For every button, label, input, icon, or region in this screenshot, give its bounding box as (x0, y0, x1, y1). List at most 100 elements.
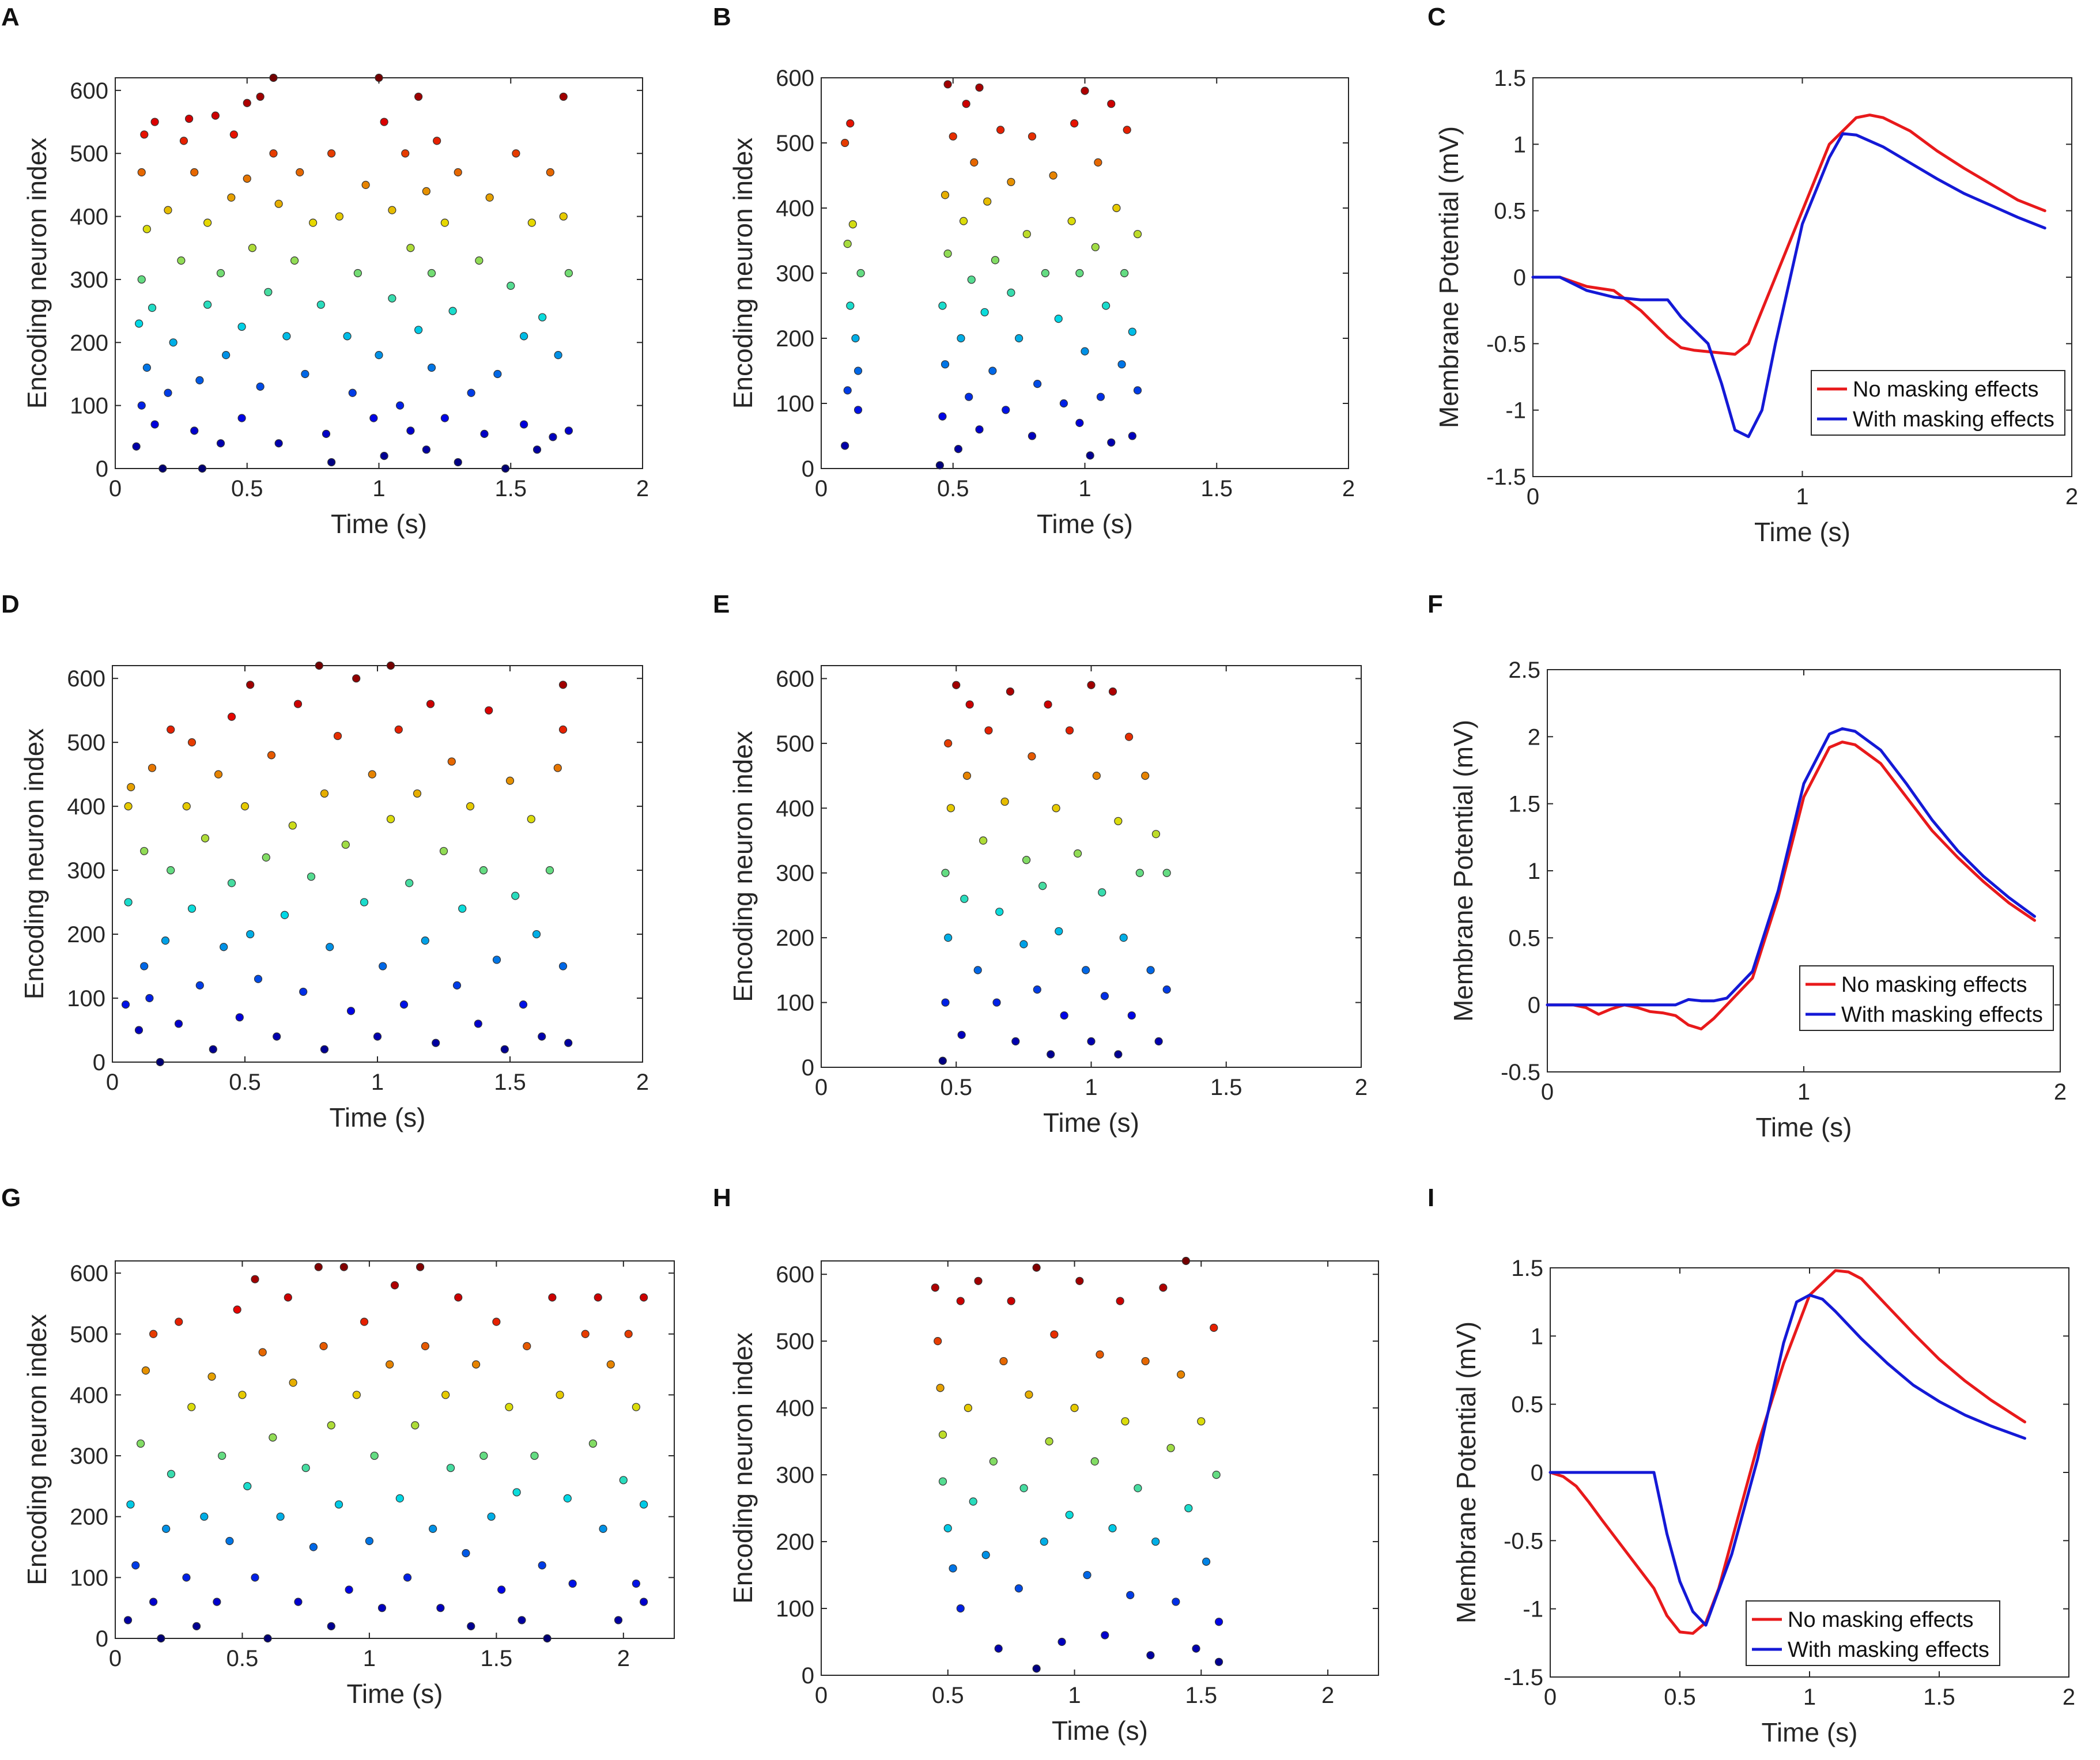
data-point (462, 1549, 470, 1558)
x-axis-label: Time (s) (347, 1679, 443, 1709)
y-tick-label: 500 (776, 1329, 814, 1354)
data-point (243, 1482, 252, 1490)
data-point (1090, 1457, 1099, 1466)
data-point (959, 217, 968, 225)
data-point (512, 1488, 521, 1497)
data-point (991, 256, 1000, 265)
data-point (454, 458, 462, 467)
data-point (994, 1644, 1003, 1653)
data-point (1015, 334, 1023, 343)
data-point (1127, 1011, 1136, 1020)
y-tick-label: 400 (776, 196, 814, 221)
data-point (1060, 1011, 1068, 1020)
data-point (1050, 1330, 1059, 1339)
data-point (848, 220, 858, 229)
y-axis-label: Membrane Potential (mV) (1448, 720, 1478, 1022)
y-tick-label: 300 (776, 261, 814, 286)
y-tick-label: 500 (70, 141, 108, 167)
data-point (190, 168, 199, 177)
data-point (379, 962, 387, 970)
data-point (1114, 817, 1123, 825)
data-point (319, 1342, 328, 1351)
data-point (1162, 985, 1171, 994)
data-point (390, 1281, 399, 1290)
data-point (211, 111, 220, 120)
data-point (269, 73, 278, 82)
data-point (480, 429, 489, 438)
panel-letter: F (1427, 590, 1443, 618)
data-point (1065, 1510, 1074, 1519)
data-point (1065, 726, 1074, 735)
data-point (988, 367, 997, 375)
data-point (1094, 158, 1102, 167)
y-tick-label: 200 (70, 1505, 108, 1530)
panel-e: E 0 0.5 1 1.5 2 0 100 200 300 400 500 600 Time (s) Enc… (713, 590, 1368, 1138)
data-point (264, 288, 273, 296)
data-point (454, 1293, 463, 1302)
panel-i: I 0 0.5 1 1.5 2 -1.5 -1 -0.5 0 0.5 1 1.5 Time (s) Memb… (1427, 1184, 2075, 1747)
data-point (187, 738, 197, 747)
data-point (564, 426, 573, 435)
x-tick-label: 2 (617, 1646, 630, 1671)
data-point (962, 772, 972, 780)
data-point (335, 212, 343, 221)
y-tick-label: 0 (802, 1663, 814, 1689)
y-tick-label: 100 (776, 391, 814, 417)
data-point (639, 1500, 648, 1509)
data-point (1081, 347, 1089, 356)
x-tick-label: 2 (2054, 1079, 2067, 1105)
data-point (216, 439, 225, 448)
data-point (406, 244, 415, 252)
data-point (632, 1403, 640, 1411)
y-tick-label: 300 (67, 858, 105, 883)
data-point (386, 815, 395, 824)
data-point (394, 725, 403, 734)
x-tick-label: 0.5 (229, 1070, 261, 1095)
x-tick-label: 1 (1085, 1075, 1097, 1100)
panel-letter: D (1, 590, 20, 618)
data-point (1000, 797, 1009, 806)
data-point (1108, 687, 1117, 696)
data-point (150, 118, 159, 126)
data-point (1052, 804, 1060, 813)
data-point (237, 414, 246, 422)
legend-box (1811, 370, 2065, 436)
scatter-points (132, 73, 573, 473)
data-point (448, 307, 457, 315)
data-point (237, 322, 246, 331)
y-tick-label: -0.5 (1504, 1528, 1543, 1554)
data-point (995, 908, 1004, 916)
data-point (568, 1579, 577, 1588)
y-tick-label: 400 (776, 796, 814, 821)
x-tick-label: 0 (1527, 484, 1539, 509)
x-tick-label: 1.5 (494, 1070, 526, 1095)
data-point (421, 1342, 430, 1351)
data-point (639, 1293, 648, 1302)
x-tick-label: 0 (106, 1070, 119, 1095)
x-axis-label: Time (s) (1762, 1717, 1858, 1747)
x-tick-label: 1 (372, 476, 385, 501)
y-tick-label: 1.5 (1511, 1256, 1543, 1281)
data-point (289, 1378, 297, 1387)
legend: No masking effects With masking effects (1799, 965, 2054, 1031)
data-point (203, 300, 212, 309)
data-point (1098, 888, 1106, 897)
data-point (559, 92, 568, 101)
y-tick-label: 200 (776, 1529, 814, 1555)
data-point (124, 898, 133, 907)
legend-label: No masking effects (1841, 973, 2027, 997)
data-point (619, 1476, 628, 1485)
data-point (220, 943, 228, 951)
data-point (132, 442, 141, 451)
y-tick-label: 1.5 (1494, 66, 1526, 91)
data-point (156, 1057, 164, 1067)
legend: No masking effects With masking effects (1811, 370, 2065, 436)
data-point (227, 879, 236, 887)
y-axis-label: Encoding neuron index (22, 1314, 52, 1585)
data-point (549, 433, 557, 441)
data-point (1177, 1370, 1185, 1379)
data-point (124, 802, 133, 811)
data-point (140, 847, 149, 855)
data-point (185, 114, 194, 123)
data-point (1057, 1637, 1066, 1646)
